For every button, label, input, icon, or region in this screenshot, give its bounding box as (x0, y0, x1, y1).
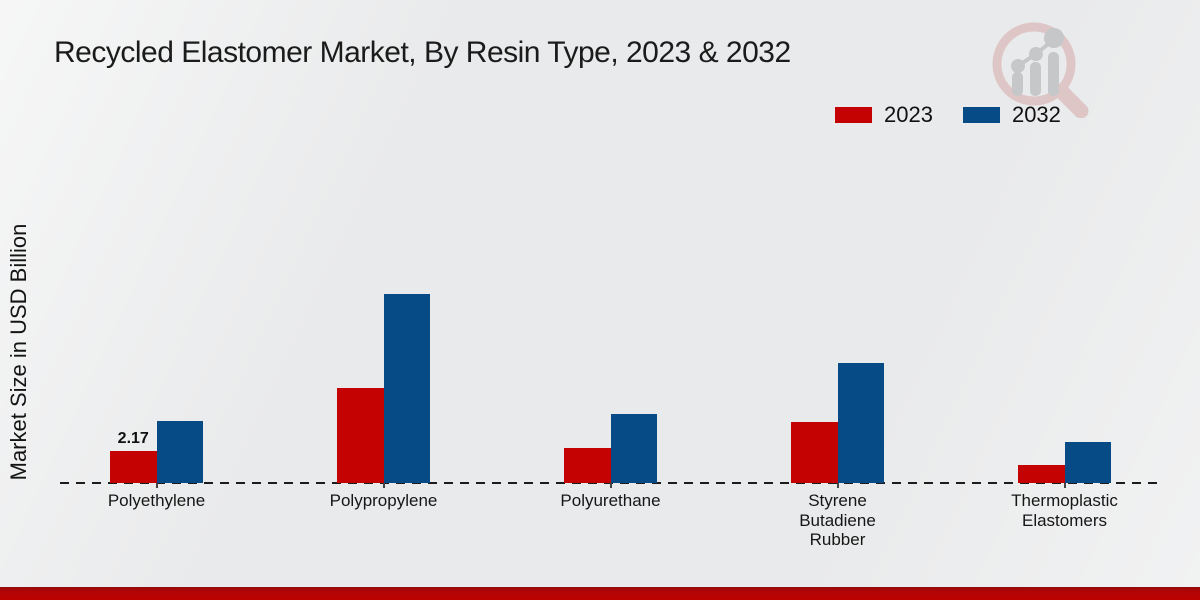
legend-item-2032: 2032 (962, 102, 1061, 128)
bar-2032 (156, 421, 203, 483)
bar-2032 (610, 414, 657, 483)
bar-2023 (337, 388, 384, 483)
axis-tick (155, 483, 158, 488)
axis-tick (1063, 483, 1066, 488)
chart-title: Recycled Elastomer Market, By Resin Type… (54, 36, 791, 69)
data-label: 2.17 (117, 430, 149, 447)
axis-tick (836, 483, 839, 488)
bar-2023 (791, 422, 838, 483)
legend-swatch-2032 (962, 107, 1000, 123)
magnifier-growth-chart-logo-icon (992, 22, 1089, 118)
bar-2023 (1018, 465, 1065, 483)
bar-2023 (110, 451, 157, 483)
legend-swatch-2023 (835, 107, 872, 123)
bar-2032 (837, 363, 884, 483)
bar-2032 (1064, 442, 1111, 483)
footer-accent-bar (0, 587, 1200, 600)
axis-tick (609, 483, 612, 488)
chart-legend: 2023 2032 (835, 102, 1061, 128)
bar-2023 (564, 448, 611, 483)
legend-label-2032: 2032 (1011, 102, 1061, 127)
bar-2032 (383, 294, 430, 483)
category-label: Polyethylene (107, 491, 206, 510)
y-axis-title: Market Size in USD Billion (6, 223, 31, 481)
legend-label-2023: 2023 (884, 102, 933, 127)
category-label: Polyurethane (560, 491, 661, 510)
category-label: Thermoplastic Elastomers (1011, 491, 1118, 530)
category-label: Polypropylene (329, 491, 438, 510)
category-label: Styrene Butadiene Rubber (799, 491, 876, 550)
axis-tick (382, 483, 385, 488)
x-axis-baseline (60, 482, 1158, 484)
legend-item-2023: 2023 (835, 102, 933, 128)
